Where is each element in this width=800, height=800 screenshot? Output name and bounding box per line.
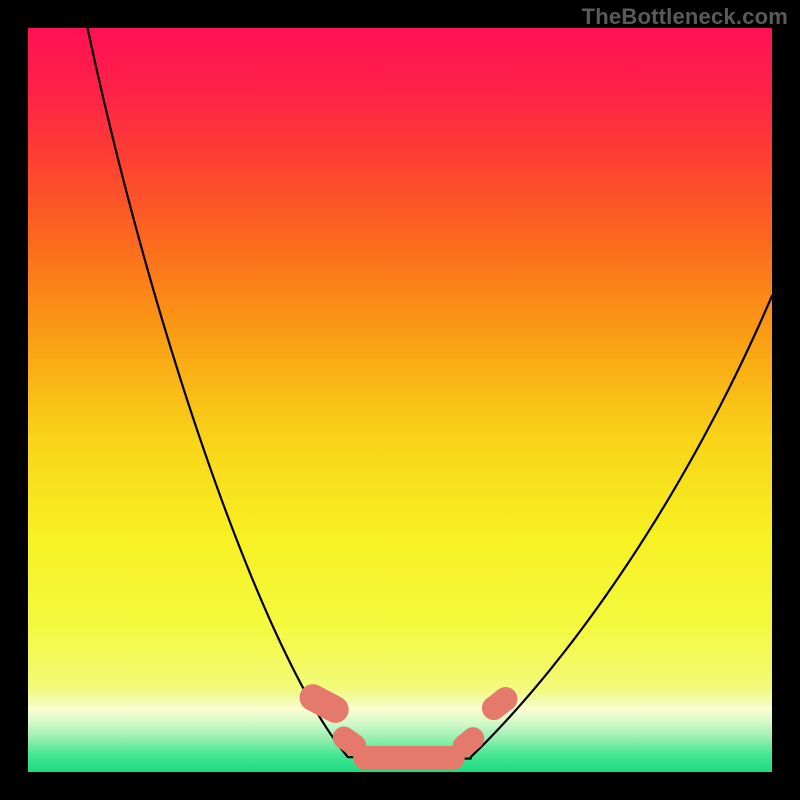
gradient-background (28, 28, 772, 772)
chart-svg (0, 0, 800, 800)
marker-capsule (353, 746, 465, 770)
watermark-text: TheBottleneck.com (582, 4, 788, 30)
chart-stage: TheBottleneck.com (0, 0, 800, 800)
